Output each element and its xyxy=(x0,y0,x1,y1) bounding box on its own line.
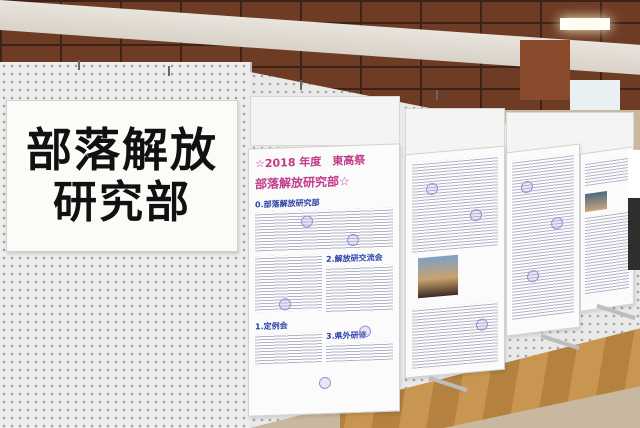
title-board: 部落解放 研究部 xyxy=(6,100,238,252)
hook xyxy=(168,66,170,76)
title-line-2: 研究部 xyxy=(53,177,191,228)
poster-section-title: 2.解放研交流会 xyxy=(326,252,383,264)
title-line-1: 部落解放 xyxy=(26,123,218,177)
blank-paper-top xyxy=(250,96,400,146)
small-photo xyxy=(585,191,607,213)
decorative-stamp xyxy=(319,376,331,390)
poster-year-line: ☆2018 年度 東高祭 xyxy=(255,153,366,171)
poster-body-text xyxy=(326,341,393,362)
poster-body-text xyxy=(255,332,322,365)
poster-club-line: 部落解放研究部☆ xyxy=(255,174,350,192)
poster-columns: 2.解放研交流会 xyxy=(255,252,393,316)
poster-body-text xyxy=(585,209,629,297)
poster-body-text xyxy=(255,207,393,253)
poster-body-text xyxy=(512,153,574,321)
wooden-pillar xyxy=(520,40,570,100)
hook xyxy=(78,60,80,70)
hook xyxy=(436,90,438,100)
main-poster: ☆2018 年度 東高祭 部落解放研究部☆ 0.部落解放研究部 2.解放研交流会… xyxy=(248,143,400,417)
ceiling-light xyxy=(560,18,610,30)
person-partial xyxy=(628,150,640,270)
poster-2 xyxy=(405,145,505,379)
hook xyxy=(300,80,302,90)
group-photo xyxy=(418,254,458,299)
poster-columns: 1.定例会 3.県外研修 xyxy=(255,315,393,365)
poster-body-text xyxy=(412,155,498,253)
poster-4 xyxy=(580,146,634,312)
poster-header: ☆2018 年度 東高祭 部落解放研究部☆ xyxy=(249,144,399,194)
poster-body-text xyxy=(326,264,393,313)
poster-3 xyxy=(506,143,580,337)
poster-section-title: 1.定例会 xyxy=(255,321,288,332)
poster-body-text xyxy=(412,301,498,369)
back-window xyxy=(570,80,620,110)
poster-body-text xyxy=(585,155,629,187)
